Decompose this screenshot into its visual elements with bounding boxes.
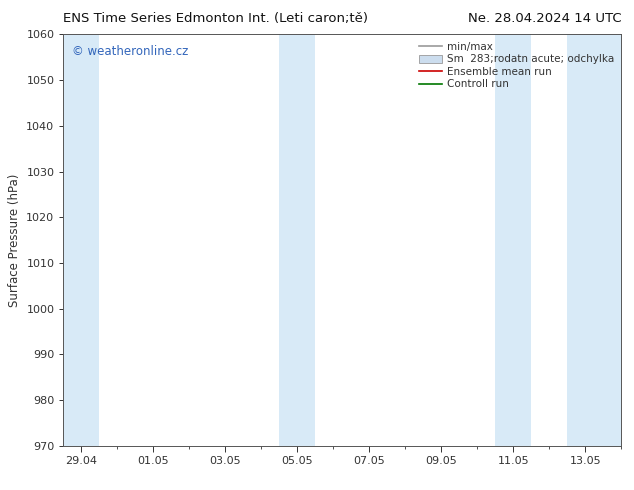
- Bar: [495, 34, 531, 446]
- Text: Ne. 28.04.2024 14 UTC: Ne. 28.04.2024 14 UTC: [468, 12, 621, 25]
- Legend: min/max, Sm  283;rodatn acute; odchylka, Ensemble mean run, Controll run: min/max, Sm 283;rodatn acute; odchylka, …: [417, 40, 616, 92]
- Bar: [567, 34, 621, 446]
- Bar: [63, 34, 100, 446]
- Bar: [280, 34, 315, 446]
- Y-axis label: Surface Pressure (hPa): Surface Pressure (hPa): [8, 173, 21, 307]
- Text: ENS Time Series Edmonton Int. (Leti caron;tě): ENS Time Series Edmonton Int. (Leti caro…: [63, 12, 368, 25]
- Text: © weatheronline.cz: © weatheronline.cz: [72, 45, 188, 58]
